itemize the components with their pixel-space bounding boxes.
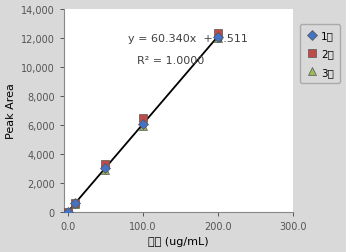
3차 (103, 169, 107, 172)
1차 (73, 202, 78, 205)
Line: 1차: 1차 (64, 34, 221, 215)
3차 (216, 37, 220, 40)
Line: 2차: 2차 (64, 30, 222, 216)
Text: R² = 1.0000: R² = 1.0000 (137, 56, 204, 66)
Legend: 1차, 2차, 3차: 1차, 2차, 3차 (300, 25, 340, 84)
1차 (140, 123, 145, 126)
Y-axis label: Peak Area: Peak Area (6, 83, 16, 139)
2차 (73, 202, 78, 205)
Text: y = 60.340x  + 0.511: y = 60.340x + 0.511 (128, 34, 248, 44)
1차 (66, 210, 70, 213)
2차 (66, 210, 70, 213)
X-axis label: 농도 (ug/mL): 농도 (ug/mL) (148, 237, 209, 246)
3차 (66, 210, 70, 213)
2차 (140, 117, 145, 120)
Line: 3차: 3차 (64, 34, 222, 216)
1차 (216, 36, 220, 39)
3차 (140, 125, 145, 128)
3차 (73, 203, 78, 206)
2차 (216, 33, 220, 36)
1차 (103, 167, 107, 170)
2차 (103, 163, 107, 166)
